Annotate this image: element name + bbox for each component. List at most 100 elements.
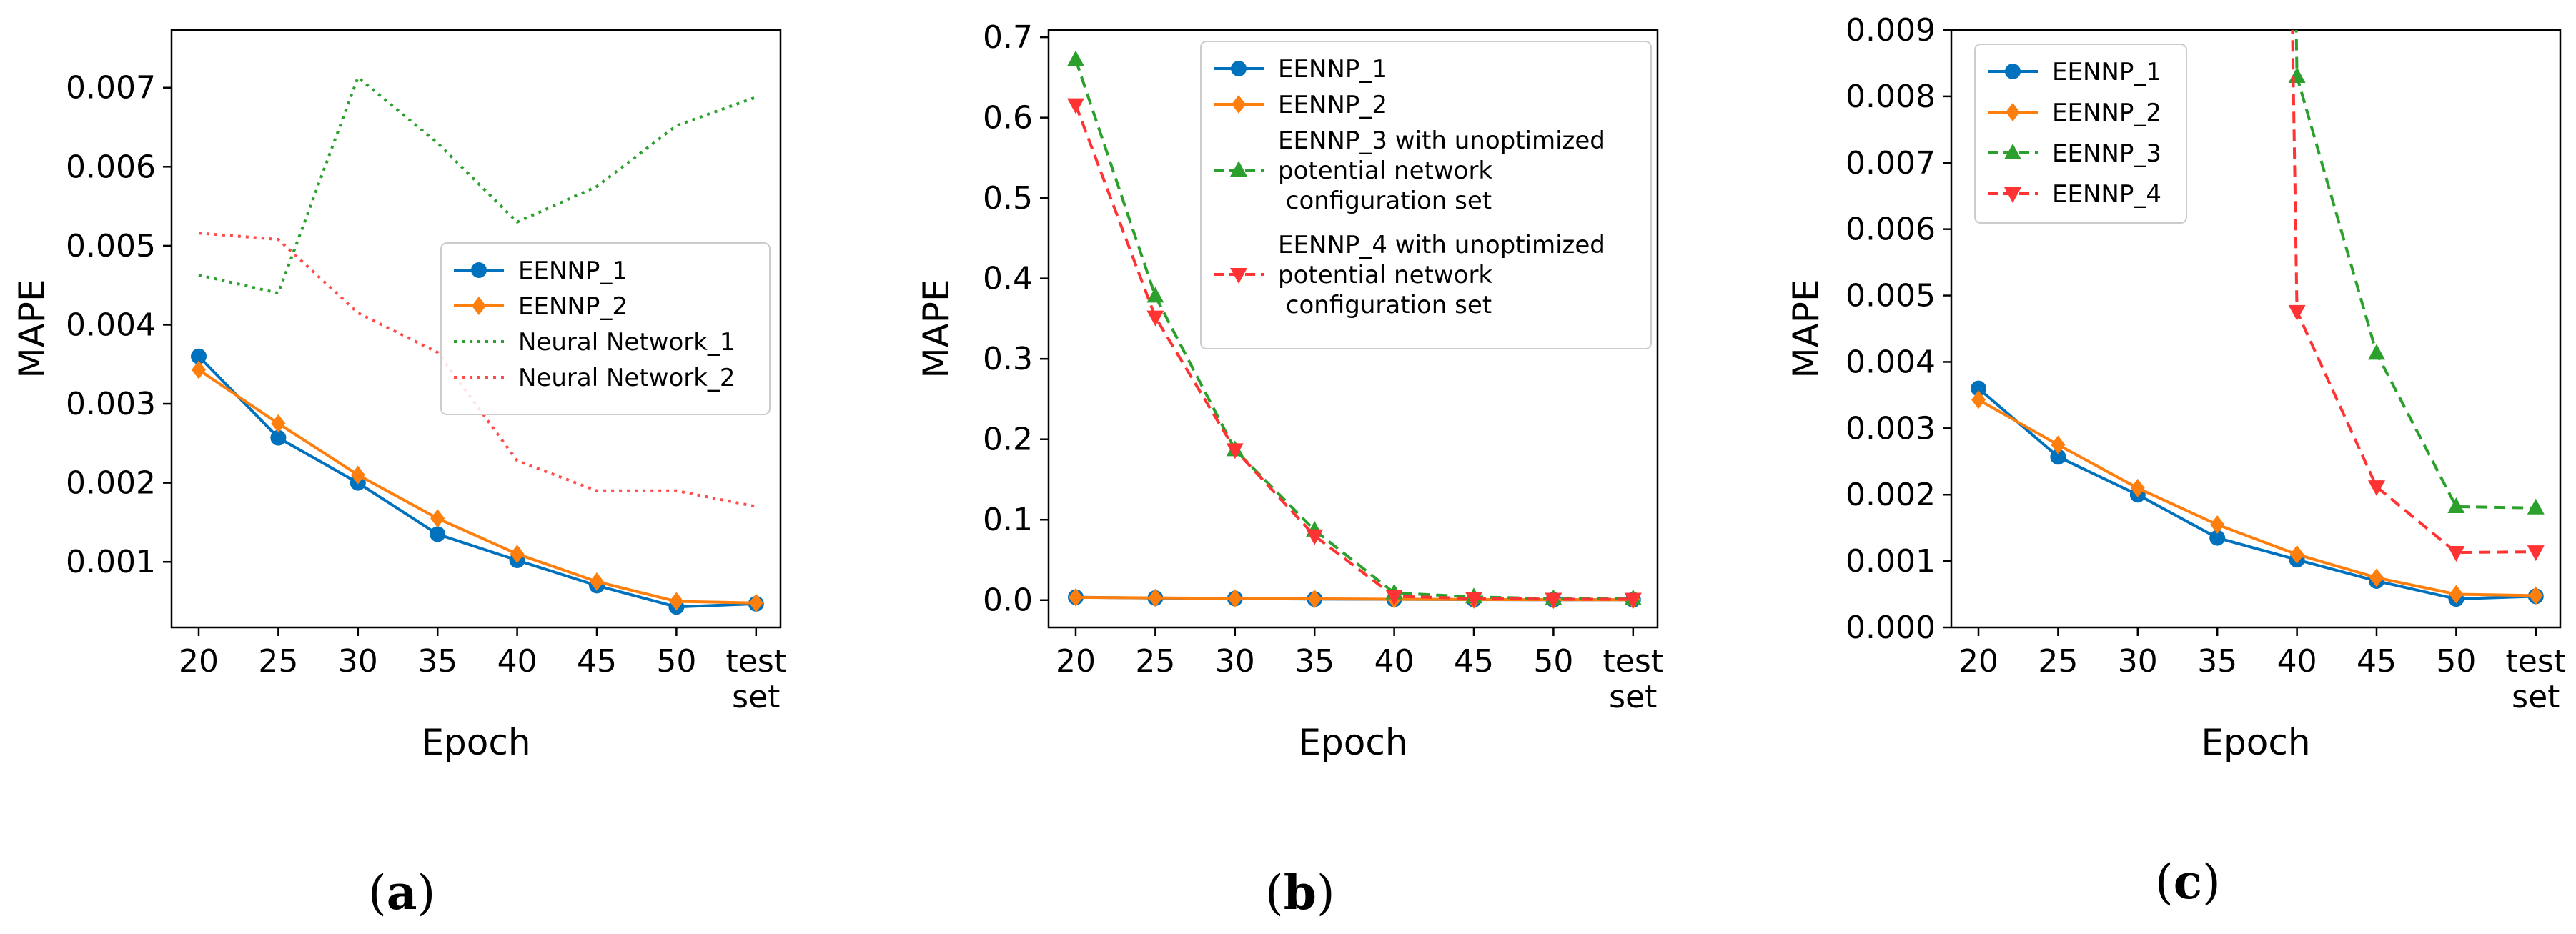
data-point [2289, 545, 2304, 564]
y-tick-label: 0.006 [1846, 212, 1936, 248]
panel-label-a: (a) [368, 865, 436, 920]
series-eennp-1 [1971, 380, 2544, 607]
legend-swatch-marker [471, 262, 487, 278]
series-line [1978, 398, 2536, 597]
legend-swatch-marker [2006, 103, 2020, 121]
series-line [197, 355, 756, 609]
y-tick-label: 0.004 [66, 307, 156, 343]
series-eennp-4 [2288, 30, 2545, 562]
data-point [191, 348, 207, 364]
data-point [1146, 310, 1164, 327]
x-tick-label: 40 [1374, 643, 1415, 680]
plot-area [191, 75, 764, 615]
y-tick-label: 0.002 [66, 465, 156, 502]
legend-label: Neural Network_2 [518, 364, 735, 392]
data-point [2130, 478, 2145, 497]
legend: EENNP_1 EENNP_2 Neural Network_1 Neural Net… [440, 242, 771, 415]
data-point [1307, 590, 1322, 609]
series-eennp-4 [1067, 98, 1642, 609]
legend-entry: Neural Network_2 [454, 364, 735, 392]
series-line [2294, 30, 2536, 510]
x-tick-label: 30 [338, 643, 378, 680]
x-tick-label: 35 [1294, 643, 1334, 680]
x-tick-label: test set [2506, 643, 2567, 715]
legend-entry: EENNP_3 [1988, 139, 2161, 168]
x-tick-label: 40 [497, 643, 538, 680]
legend-label: EENNP_1 [518, 257, 628, 285]
legend-entry: EENNP_4 with unoptimized potential networ… [1214, 231, 1605, 319]
data-point [350, 465, 365, 485]
legend: EENNP_1 EENNP_2 EENNP_3 with unoptimized po… [1200, 41, 1652, 349]
y-tick-label: 0.003 [66, 386, 156, 422]
legend-label: EENNP_4 with unoptimized potential networ… [1278, 231, 1605, 319]
series-line [1075, 595, 1633, 602]
legend-label: Neural Network_1 [518, 328, 735, 357]
y-tick-label: 0.7 [983, 19, 1033, 56]
x-tick-label: 30 [1215, 643, 1255, 680]
data-point [1385, 590, 1403, 606]
data-point [271, 414, 286, 433]
y-tick-label: 0.003 [1846, 410, 1936, 447]
legend-label: EENNP_1 [1278, 55, 1387, 84]
x-axis-label: Epoch [2201, 722, 2310, 763]
data-point [2368, 480, 2385, 497]
y-tick-label: 0.002 [1846, 477, 1936, 513]
data-point [590, 572, 604, 591]
data-point [1545, 592, 1562, 609]
x-axis-label: Epoch [421, 722, 530, 763]
data-point [2051, 435, 2066, 454]
data-point [2288, 304, 2306, 321]
series-eennp-2 [192, 360, 763, 612]
data-point [2209, 530, 2226, 546]
data-point [2449, 585, 2464, 604]
y-tick-label: 0.4 [983, 261, 1033, 297]
x-tick-label: 20 [179, 643, 219, 680]
legend-swatch-marker [1230, 268, 1247, 284]
chart-panel-a: 0.001 0.002 0.003 0.004 0.005 0.006 0.007 20 25 3… [11, 29, 787, 763]
legend-swatch-marker [472, 297, 486, 315]
data-point [192, 360, 206, 379]
y-axis: 0.0 0.1 0.2 0.3 0.4 0.5 0.6 0.7 [983, 19, 1049, 619]
data-point [270, 429, 287, 446]
y-tick-label: 0.007 [1846, 145, 1936, 182]
data-point [2527, 545, 2545, 562]
x-tick-label: 35 [2197, 643, 2237, 680]
series-line [1074, 104, 1633, 601]
plot-frame [170, 29, 782, 629]
legend-label: EENNP_3 with unoptimized potential networ… [1278, 126, 1605, 215]
y-tick-label: 0.007 [66, 70, 156, 106]
legend-box [1974, 44, 2187, 224]
legend-label: EENNP_2 [518, 292, 628, 321]
data-point [1148, 588, 1163, 607]
x-tick-label: 20 [1056, 643, 1096, 680]
data-point [1226, 443, 1244, 459]
y-tick-label: 0.009 [1846, 12, 1936, 49]
data-point [1067, 98, 1084, 114]
x-tick-label: 50 [1533, 643, 1573, 680]
legend-entry: EENNP_2 [454, 292, 628, 321]
data-point [2369, 568, 2384, 587]
series-line [198, 75, 757, 295]
y-axis-label: MAPE [11, 279, 53, 378]
x-tick-label: 25 [258, 643, 298, 680]
x-tick-label: 40 [2277, 643, 2317, 680]
data-point [2527, 498, 2545, 515]
x-tick-label: 45 [1454, 643, 1494, 680]
legend-label: EENNP_4 [2052, 180, 2161, 209]
x-tick-label: 45 [577, 643, 617, 680]
x-tick-label: test set [726, 643, 787, 715]
series-eennp-2 [1971, 390, 2543, 605]
legend-label: EENNP_2 [2052, 99, 2161, 127]
y-axis-label: MAPE [1785, 279, 1827, 378]
x-tick-label: 50 [2436, 643, 2476, 680]
data-point [2528, 586, 2543, 605]
data-point [2210, 515, 2225, 535]
x-tick-label: 20 [1958, 643, 1998, 680]
y-tick-label: 0.5 [983, 180, 1033, 217]
legend-entry: Neural Network_1 [454, 328, 735, 357]
data-point [1227, 589, 1242, 608]
y-tick-label: 0.001 [66, 544, 156, 580]
data-point [2050, 449, 2066, 465]
data-point [2368, 344, 2385, 360]
legend-entry: EENNP_1 [1988, 58, 2161, 86]
